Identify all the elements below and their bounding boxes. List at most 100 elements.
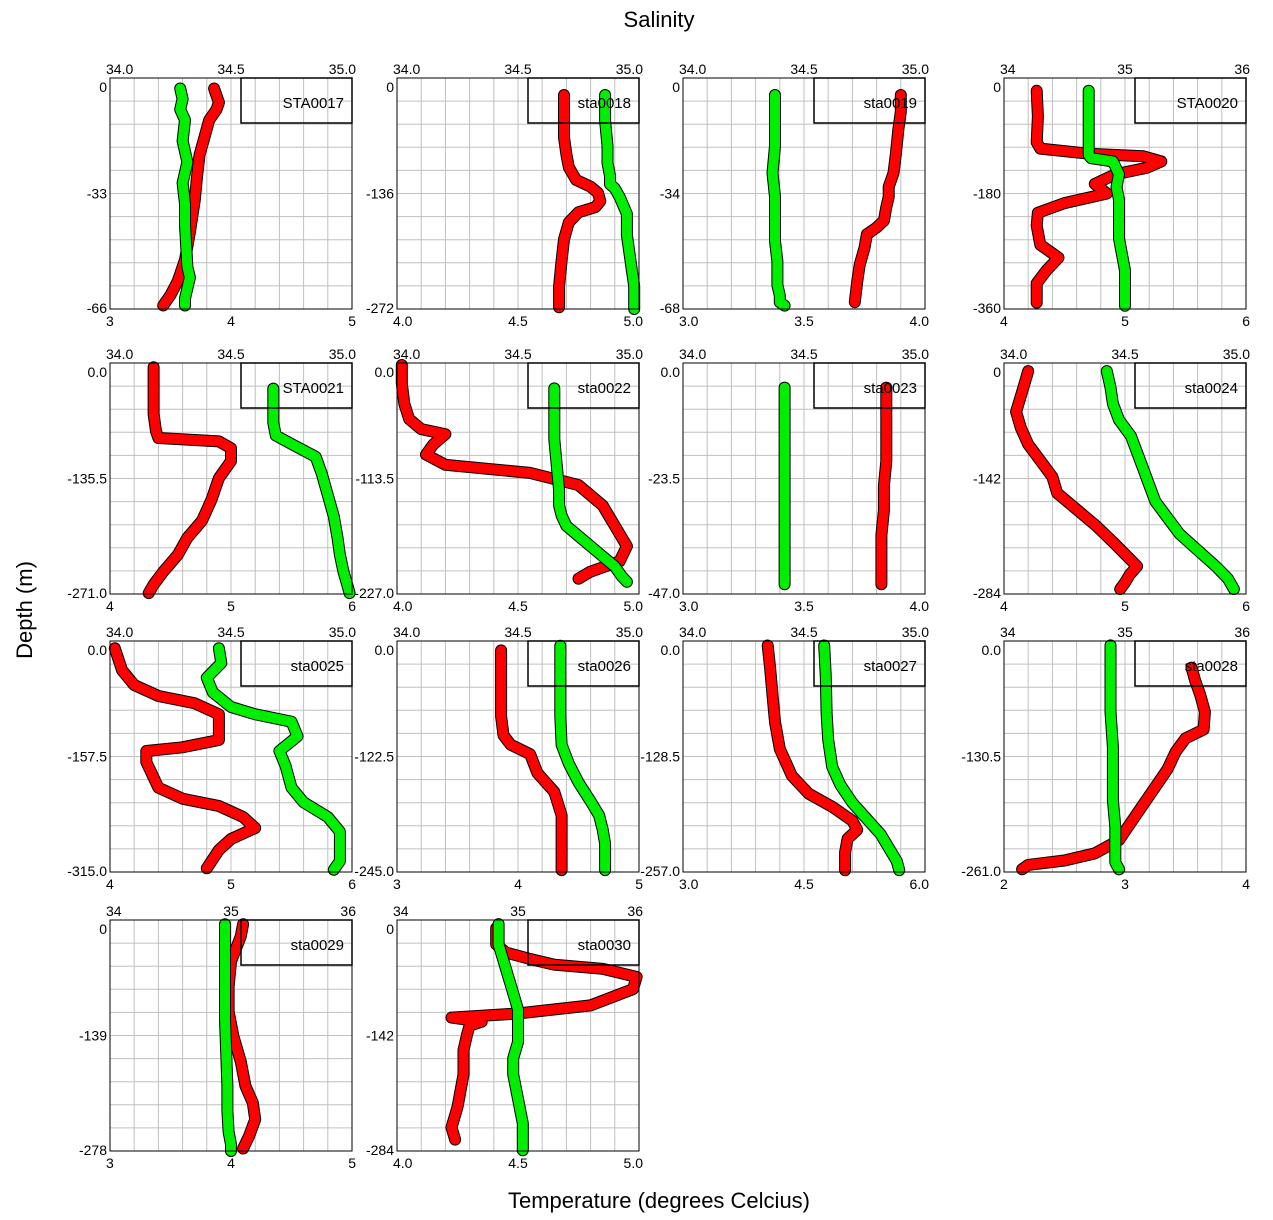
temperature-tick-label: 4 [1000, 313, 1008, 329]
salinity-tick-label: 34.5 [504, 61, 531, 77]
depth-tick-label: -136 [366, 186, 394, 202]
depth-tick-label: -66 [87, 300, 107, 316]
temperature-tick-label: 4.0 [393, 598, 413, 614]
panel-frame [109, 919, 353, 1152]
salinity-tick-label: 35.0 [902, 61, 929, 77]
salinity-tick-label: 34 [106, 903, 122, 919]
station-label-box [813, 362, 926, 409]
temperature-tick-label: 5 [227, 876, 235, 892]
station-label: sta0026 [578, 658, 631, 675]
panel-frame [396, 77, 640, 310]
depth-tick-label: -180 [973, 186, 1001, 202]
salinity-tick-label: 35.0 [329, 624, 356, 640]
salinity-line-sta0029 [223, 919, 261, 1154]
temperature-tick-label: 4 [1000, 598, 1008, 614]
salinity-tick-label: 34.5 [790, 61, 817, 77]
depth-tick-label: -33 [87, 186, 107, 202]
temperature-tick-label: 6 [348, 876, 356, 892]
panel-sta0023: sta0023 34.0 34.5 35.0 3.0 3.5 4.0 0.0 -23.5 -47.… [648, 346, 929, 614]
salinity-line-sta0022 [396, 360, 632, 584]
station-label-box [240, 362, 353, 409]
station-label: sta0025 [291, 658, 344, 675]
station-label-box [1134, 77, 1247, 124]
station-label-box [527, 919, 640, 966]
panel-sta0017: STA0017 34.0 34.5 35.0 3 4 5 0 -33 -66 [87, 61, 356, 329]
depth-tick-label: 0 [386, 79, 394, 95]
station-label: sta0029 [291, 937, 344, 954]
station-label: sta0019 [864, 95, 917, 112]
depth-tick-label: -227.0 [354, 585, 394, 601]
depth-tick-label: -130.5 [961, 749, 1001, 765]
depth-tick-label: 0 [993, 364, 1001, 380]
station-label: sta0027 [864, 658, 917, 675]
salinity-tick-label: 35 [223, 903, 239, 919]
depth-tick-label: -157.5 [67, 749, 107, 765]
temperature-tick-label: 6 [348, 598, 356, 614]
temperature-tick-label: 4.0 [910, 313, 930, 329]
salinity-tick-label: 34.0 [106, 346, 133, 362]
station-label: sta0030 [578, 937, 631, 954]
temperature-tick-label: 3.5 [794, 598, 814, 614]
temperature-line-sta0030 [493, 919, 528, 1156]
station-label-box [1134, 362, 1247, 409]
temperature-tick-label: 4 [227, 313, 235, 329]
panel-frame [1003, 362, 1247, 595]
station-label: STA0021 [283, 380, 344, 397]
temperature-tick-label: 4.0 [393, 1155, 413, 1171]
depth-tick-label: -315.0 [67, 863, 107, 879]
temperature-line-sta0024 [1101, 366, 1239, 595]
depth-tick-label: 0.0 [88, 364, 108, 380]
salinity-line-sta0020 [1031, 85, 1167, 308]
station-label: sta0024 [1185, 380, 1238, 397]
salinity-tick-label: 34 [1000, 61, 1016, 77]
salinity-tick-label: 34.5 [1111, 346, 1138, 362]
depth-tick-label: 0 [99, 921, 107, 937]
depth-tick-label: -245.0 [354, 863, 394, 879]
temperature-tick-label: 4.5 [508, 1155, 528, 1171]
station-label: sta0022 [578, 380, 631, 397]
temperature-tick-label: 5 [348, 313, 356, 329]
salinity-tick-label: 34.5 [790, 346, 817, 362]
salinity-tick-label: 34.0 [679, 624, 706, 640]
salinity-tick-label: 34.0 [1000, 346, 1027, 362]
temperature-tick-label: 4.5 [508, 598, 528, 614]
temperature-tick-label: 3 [106, 1155, 114, 1171]
depth-tick-label: -23.5 [648, 471, 680, 487]
temperature-tick-label: 4 [106, 876, 114, 892]
panel-sta0021: STA0021 34.0 34.5 35.0 4 5 6 0.0 -135.5 -271.0 [67, 346, 356, 614]
salinity-tick-label: 36 [627, 903, 643, 919]
temperature-tick-label: 4.0 [910, 598, 930, 614]
depth-tick-label: -135.5 [67, 471, 107, 487]
bottom-axis-title: Temperature (degrees Celcius) [508, 1188, 810, 1213]
station-label-box [527, 640, 640, 687]
temperature-tick-label: 5.0 [624, 313, 644, 329]
depth-tick-label: -278 [79, 1142, 107, 1158]
depth-tick-label: 0 [993, 79, 1001, 95]
panel-sta0022: sta0022 34.0 34.5 35.0 4.0 4.5 5.0 0.0 -113.5 -22… [354, 346, 643, 614]
salinity-tick-label: 35 [1117, 61, 1133, 77]
temperature-tick-label: 4 [106, 598, 114, 614]
temperature-tick-label: 5 [635, 876, 643, 892]
temperature-line-sta0025 [201, 643, 345, 875]
salinity-tick-label: 35.0 [329, 61, 356, 77]
salinity-tick-label: 34.0 [106, 61, 133, 77]
panel-sta0019: sta0019 34.0 34.5 35.0 3.0 3.5 4.0 0 -34 -68 [660, 61, 929, 329]
salinity-tick-label: 35.0 [329, 346, 356, 362]
temperature-line-sta0029 [220, 919, 236, 1156]
station-label-box [240, 919, 353, 966]
temperature-tick-label: 4.5 [794, 876, 814, 892]
depth-tick-label: -128.5 [640, 749, 680, 765]
station-label: STA0020 [1177, 95, 1238, 112]
depth-tick-label: -272 [366, 300, 394, 316]
temperature-tick-label: 5 [348, 1155, 356, 1171]
salinity-tick-label: 36 [1234, 624, 1250, 640]
panel-frame [109, 362, 353, 595]
salinity-line-sta0024 [1011, 366, 1143, 595]
depth-tick-label: -113.5 [355, 471, 394, 487]
salinity-line-sta0023 [876, 382, 892, 590]
panel-sta0020: STA0020 34 35 36 4 5 6 0 -180 -360 [973, 61, 1250, 329]
station-label-box [240, 77, 353, 124]
depth-tick-label: 0 [386, 921, 394, 937]
temperature-tick-label: 3.0 [679, 313, 699, 329]
